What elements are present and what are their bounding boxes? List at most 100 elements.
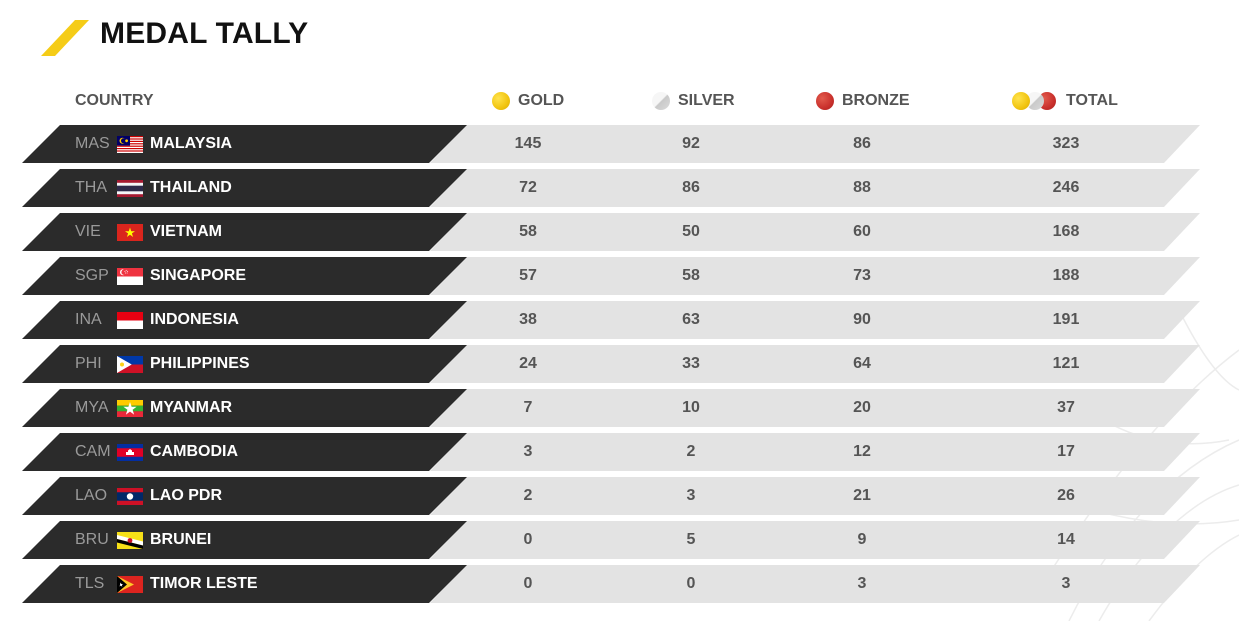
country-name: LAO PDR xyxy=(150,487,222,504)
row-country-background xyxy=(22,477,467,515)
country-name: SINGAPORE xyxy=(150,267,247,284)
silver-count: 63 xyxy=(682,311,700,328)
header-total: TOTAL xyxy=(1012,89,1118,113)
row-country-background xyxy=(22,257,467,295)
bronze-count: 64 xyxy=(853,355,871,372)
gold-count: 0 xyxy=(523,575,533,592)
silver-count: 58 xyxy=(682,267,700,284)
country-name: BRUNEI xyxy=(150,531,212,548)
total-count: 191 xyxy=(1052,311,1080,328)
table-row: SGP SINGAPORE 57 58 73 188 xyxy=(0,257,1239,295)
country-code: CAM xyxy=(75,443,111,460)
country-code: LAO xyxy=(75,487,108,504)
total-count: 121 xyxy=(1052,355,1080,372)
total-count: 26 xyxy=(1057,487,1075,504)
bronze-count: 90 xyxy=(853,311,871,328)
row-country-background xyxy=(22,433,467,471)
total-count: 17 xyxy=(1057,443,1075,460)
country-code: INA xyxy=(75,311,102,328)
row-stats-background xyxy=(430,433,1200,471)
silver-count: 5 xyxy=(686,531,696,548)
silver-count: 33 xyxy=(682,355,700,372)
total-count: 168 xyxy=(1052,223,1080,240)
row-stats-background xyxy=(430,477,1200,515)
row-stats-background xyxy=(430,565,1200,603)
table-row: THA THAILAND 72 86 88 246 xyxy=(0,169,1239,207)
silver-count: 50 xyxy=(682,223,700,240)
row-country-background xyxy=(22,125,467,163)
singapore-flag-icon xyxy=(117,268,143,285)
bronze-count: 73 xyxy=(853,267,871,284)
gold-count: 145 xyxy=(514,135,542,152)
row-country-background xyxy=(22,213,467,251)
country-code: THA xyxy=(75,179,107,196)
laos-flag-icon xyxy=(117,488,143,505)
bronze-count: 3 xyxy=(857,575,867,592)
total-count: 323 xyxy=(1052,135,1080,152)
gold-count: 57 xyxy=(519,267,537,284)
country-code: BRU xyxy=(75,531,109,548)
gold-count: 24 xyxy=(519,355,537,372)
bronze-count: 86 xyxy=(853,135,871,152)
bronze-count: 88 xyxy=(853,179,871,196)
table-row: MYA MYANMAR 7 10 20 37 xyxy=(0,389,1239,427)
country-code: MYA xyxy=(75,399,109,416)
row-stats-background xyxy=(430,521,1200,559)
header-total-label: TOTAL xyxy=(1066,92,1118,109)
myanmar-flag-icon xyxy=(117,400,143,417)
total-count: 37 xyxy=(1057,399,1075,416)
total-count: 14 xyxy=(1057,531,1075,548)
table-row: BRU BRUNEI 0 5 9 14 xyxy=(0,521,1239,559)
header-bronze-label: BRONZE xyxy=(842,92,910,109)
header-country: COUNTRY xyxy=(75,89,154,113)
row-stats-background xyxy=(430,301,1200,339)
silver-medal-icon xyxy=(652,92,670,110)
header-bronze: BRONZE xyxy=(816,89,910,113)
bronze-count: 9 xyxy=(857,531,867,548)
header-gold: GOLD xyxy=(492,89,564,113)
gold-count: 7 xyxy=(523,399,533,416)
gold-count: 3 xyxy=(523,443,533,460)
row-stats-background xyxy=(430,345,1200,383)
bronze-count: 60 xyxy=(853,223,871,240)
row-country-background xyxy=(22,345,467,383)
country-name: VIETNAM xyxy=(150,223,222,240)
row-country-background xyxy=(22,169,467,207)
philippines-flag-icon xyxy=(117,356,143,373)
row-stats-background xyxy=(430,169,1200,207)
country-name: PHILIPPINES xyxy=(150,355,250,372)
silver-count: 86 xyxy=(682,179,700,196)
cambodia-flag-icon xyxy=(117,444,143,461)
country-name: THAILAND xyxy=(150,179,232,196)
total-medals-icon xyxy=(1012,92,1056,110)
country-code: MAS xyxy=(75,135,110,152)
gold-count: 58 xyxy=(519,223,537,240)
header-gold-label: GOLD xyxy=(518,92,565,109)
brunei-flag-icon xyxy=(117,532,143,549)
row-country-background xyxy=(22,301,467,339)
timor-leste-flag-icon xyxy=(117,576,143,593)
country-name: CAMBODIA xyxy=(150,443,238,460)
silver-count: 0 xyxy=(686,575,696,592)
header-silver: SILVER xyxy=(652,89,735,113)
row-stats-background xyxy=(430,389,1200,427)
row-stats-background xyxy=(430,125,1200,163)
row-country-background xyxy=(22,521,467,559)
total-count: 188 xyxy=(1052,267,1080,284)
gold-count: 38 xyxy=(519,311,537,328)
bronze-count: 12 xyxy=(853,443,871,460)
total-count: 246 xyxy=(1052,179,1080,196)
gold-count: 0 xyxy=(523,531,533,548)
table-row: INA INDONESIA 38 63 90 191 xyxy=(0,301,1239,339)
row-country-background xyxy=(22,389,467,427)
bronze-count: 21 xyxy=(853,487,871,504)
table-row: MAS MALAYSIA 145 92 86 323 xyxy=(0,125,1239,163)
table-row: PHI PHILIPPINES 24 33 64 121 xyxy=(0,345,1239,383)
title-accent-slash xyxy=(41,20,89,56)
table-row: CAM CAMBODIA 3 2 12 17 xyxy=(0,433,1239,471)
country-code: SGP xyxy=(75,267,109,284)
page-title: MEDAL TALLY xyxy=(100,17,309,50)
table-header: COUNTRY GOLD SILVER BRONZE TOTAL xyxy=(0,89,1239,113)
total-count: 3 xyxy=(1061,575,1071,592)
bronze-medal-icon xyxy=(816,92,834,110)
